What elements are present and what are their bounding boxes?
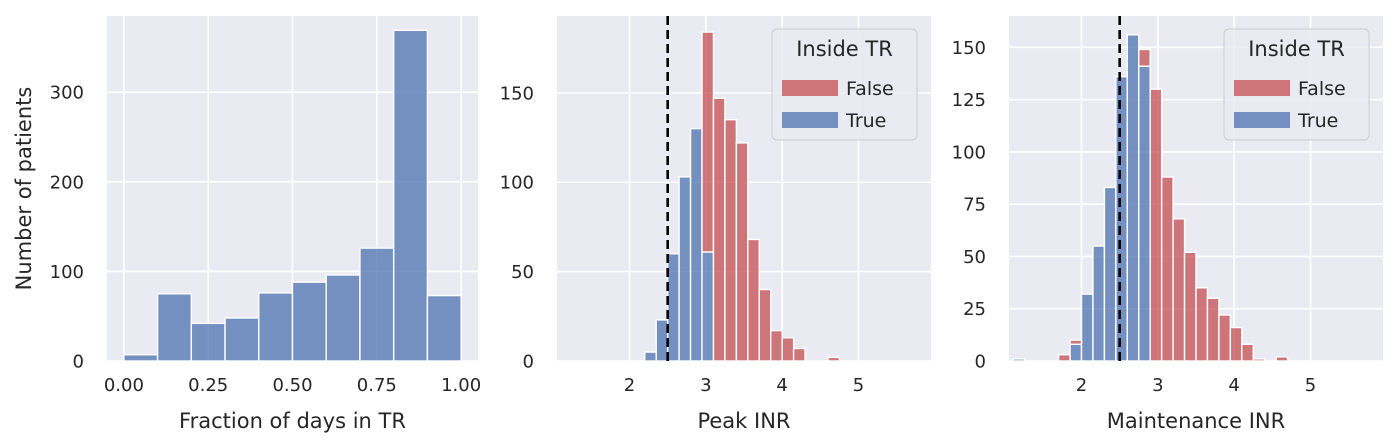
histogram-bar-true [1103,186,1117,362]
histogram-bar-false [1218,314,1232,362]
histogram-bar-false [792,347,806,362]
x-axis-label: Maintenance INR [1107,409,1285,433]
histogram-bar-false [1160,176,1174,362]
histogram-bar-false [827,356,841,362]
histogram-bar-true [701,251,715,362]
x-tick-label: 3 [1152,375,1163,396]
x-tick-label: 0.75 [357,375,397,396]
histogram-bar-false [1183,251,1197,362]
fraction-days-histogram: 0.00 0.25 0.50 0.75 1.00 0 100 200 300 Fraction o… [12,16,481,433]
x-tick-label: 2 [1076,375,1087,396]
histogram-bar-false [1138,48,1151,67]
histogram-bar-count [359,247,395,362]
y-tick-label: 75 [963,195,986,216]
histogram-bar-false [724,118,738,362]
histogram-bar-true [666,253,680,362]
legend-swatch-true [782,112,838,128]
histogram-bar-count [123,354,159,362]
y-tick-label: 25 [963,299,986,320]
histogram-bar-count [190,322,226,362]
legend-label-true: True [845,110,886,132]
histogram-bar-false [701,31,715,253]
y-tick-label: 0 [975,352,986,373]
x-axis-label: Fraction of days in TR [179,409,406,433]
histogram-bar-count [291,281,327,362]
y-tick-label: 0 [523,352,534,373]
histogram-bar-true [1115,75,1129,362]
histogram-bar-false [735,142,749,362]
y-tick-label: 150 [500,83,534,104]
legend-label-true: True [1297,110,1338,132]
x-axis-label: Peak INR [697,409,790,433]
x-tick-label: 2 [624,375,635,396]
y-tick-label: 100 [500,173,534,194]
x-tick-label: 5 [853,375,864,396]
histogram-bar-false [1241,343,1254,362]
y-axis-label: Number of patients [12,87,36,291]
y-tick-label: 100 [50,262,84,283]
histogram-bar-false [1206,297,1220,362]
y-tick-label: 0 [73,352,84,373]
histogram-bar-false [770,329,783,362]
histogram-bar-count [258,292,294,362]
histogram-bar-false [1149,88,1163,362]
histogram-bar-true [689,127,703,362]
histogram-bar-count [325,274,361,362]
histogram-bar-count [224,317,260,362]
x-tick-label: 0.00 [104,375,144,396]
histogram-bar-false [1172,218,1186,362]
histogram-bar-true [1092,245,1106,362]
legend-title: Inside TR [1248,37,1345,61]
y-tick-label: 150 [952,38,986,59]
histogram-bar-true [655,319,669,362]
histogram-bar-false [1275,356,1289,362]
histogram-bar-true [1126,34,1140,362]
x-tick-label: 5 [1305,375,1316,396]
histogram-bar-count [156,293,193,362]
histogram-bar-false [1069,339,1083,345]
x-tick-label: 0.25 [188,375,228,396]
legend: Inside TR False True [1223,28,1370,141]
legend-label-false: False [1298,78,1346,100]
x-tick-label: 0.50 [272,375,312,396]
histogram-bar-false [747,238,760,362]
y-tick-label: 125 [952,90,986,111]
legend-title: Inside TR [796,37,893,61]
histogram-bar-false [1252,358,1266,362]
histogram-bar-true [1080,293,1094,362]
histogram-bar-true [1012,358,1025,362]
legend-swatch-false [782,80,838,96]
histogram-bar-true [1138,65,1151,362]
y-tick-label: 50 [511,262,534,283]
histogram-bar-true [678,176,692,362]
histogram-bar-true [1069,343,1083,362]
legend-swatch-true [1234,112,1290,128]
y-tick-label: 200 [50,172,84,193]
x-tick-label: 3 [700,375,711,396]
x-tick-label: 1.00 [441,375,481,396]
y-tick-label: 100 [952,142,986,163]
legend-swatch-false [1234,80,1290,96]
histogram-bar-false [781,337,795,362]
histogram-bar-count [426,294,462,362]
y-tick-label: 50 [963,247,986,268]
histogram-bar-count [392,29,429,362]
histogram-bar-false [712,97,726,362]
histogram-bar-false [1057,354,1071,362]
histogram-bar-false [1195,287,1209,362]
histogram-bar-true [644,351,657,362]
histogram-bar-false [1229,326,1243,362]
histogram-bar-false [758,288,772,362]
x-tick-label: 4 [1228,375,1239,396]
legend-label-false: False [846,78,894,100]
legend: Inside TR False True [771,28,918,141]
x-tick-label: 4 [776,375,787,396]
y-tick-label: 300 [50,83,84,104]
